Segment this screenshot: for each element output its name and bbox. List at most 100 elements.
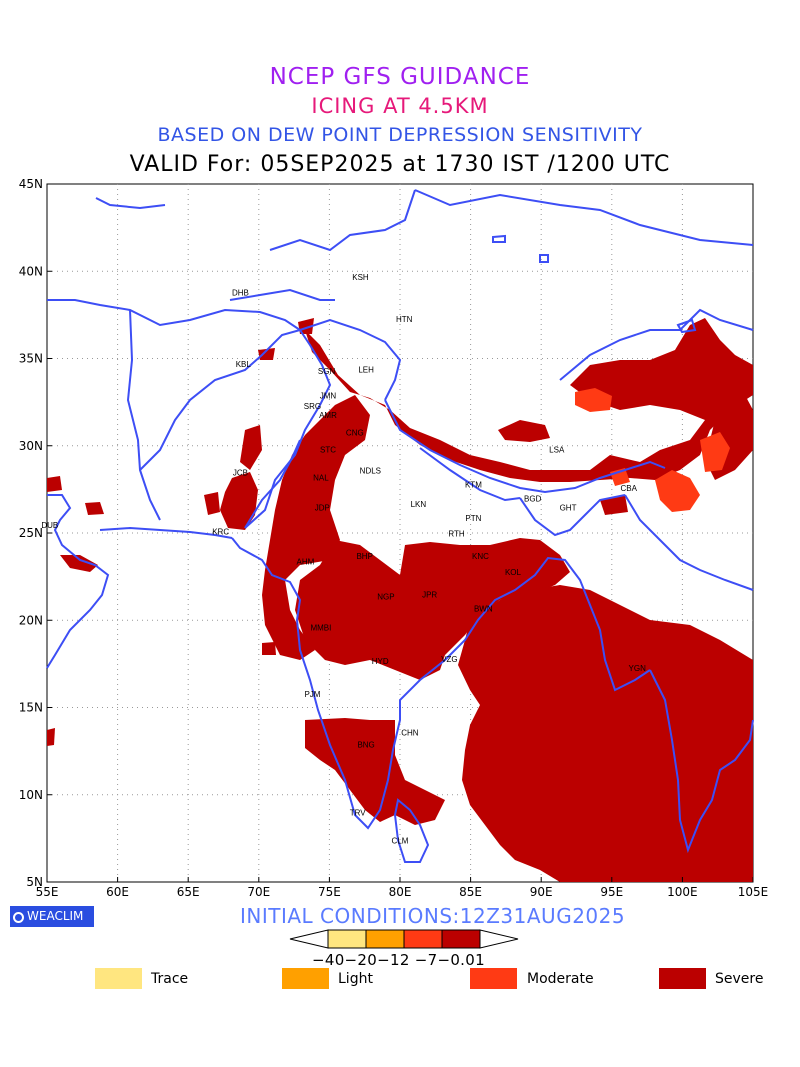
lon-tick-label: 55E xyxy=(36,885,59,899)
icing-area-severe xyxy=(85,502,104,515)
station-label: GHT xyxy=(560,503,577,512)
station-label: CLM xyxy=(392,837,409,846)
border-mongolia xyxy=(414,189,754,246)
border-turkmenistan xyxy=(47,299,301,331)
logo-text: WEACLIM xyxy=(27,909,84,923)
station-label: SRG xyxy=(304,402,321,411)
icing-area-severe xyxy=(295,538,570,680)
legend-swatch-severe xyxy=(659,968,706,989)
coastline-arabia xyxy=(46,494,110,669)
lon-tick-label: 75E xyxy=(318,885,341,899)
coastline-southeast-asia xyxy=(649,669,754,854)
icing-area-severe xyxy=(262,395,370,660)
lon-tick-label: 105E xyxy=(738,885,769,899)
station-label: KSH xyxy=(352,273,369,282)
weaclim-logo: WEACLIM xyxy=(10,906,94,927)
station-label: JDP xyxy=(315,503,330,512)
icing-area-severe xyxy=(600,495,628,515)
station-label: AMR xyxy=(319,411,337,420)
legend-swatch-light xyxy=(282,968,329,989)
station-label: SGN xyxy=(318,367,336,376)
border-afghanistan xyxy=(139,329,301,471)
lon-tick-label: 80E xyxy=(389,885,412,899)
lat-tick-label: 30N xyxy=(19,439,43,453)
icing-area-severe xyxy=(262,642,276,655)
station-label: DUB xyxy=(41,521,58,530)
station-label: DHB xyxy=(232,289,249,298)
title-model: NCEP GFS GUIDANCE xyxy=(269,64,531,90)
coastline-iran xyxy=(99,526,233,539)
border-nepal-south xyxy=(419,447,521,502)
station-label: AHM xyxy=(297,557,315,566)
station-label: HTN xyxy=(396,315,413,324)
colorbar-trace xyxy=(327,929,367,949)
icing-area-moderate xyxy=(655,470,700,512)
lon-tick-label: 70E xyxy=(247,885,270,899)
station-label: CNG xyxy=(346,428,364,437)
lake-outline xyxy=(539,254,549,263)
station-label: KRC xyxy=(212,528,229,537)
title-method: BASED ON DEW POINT DEPRESSION SENSITIVIT… xyxy=(157,124,643,146)
icing-area-severe xyxy=(498,420,550,442)
lat-tick-label: 40N xyxy=(19,264,43,278)
title-product: ICING AT 4.5KM xyxy=(311,94,489,118)
icing-area-moderate xyxy=(575,388,612,412)
station-label: PTN xyxy=(465,514,481,523)
border-india-china xyxy=(384,399,666,494)
title-valid-time: VALID For: 05SEP2025 at 1730 IST /1200 U… xyxy=(129,152,671,177)
lon-tick-label: 65E xyxy=(177,885,200,899)
icing-area-moderate xyxy=(700,432,730,472)
legend-label-trace: Trace xyxy=(151,971,189,987)
station-label: JPR xyxy=(422,591,437,600)
colorbar xyxy=(289,929,519,949)
lat-tick-label: 10N xyxy=(19,788,43,802)
border-bhutan-bangladesh xyxy=(519,494,626,537)
station-label: LEH xyxy=(358,365,374,374)
icing-area-severe xyxy=(258,348,275,360)
lake-outline xyxy=(492,234,506,243)
legend-swatch-trace xyxy=(95,968,142,989)
axis-labels: 5N 10N 15N 20N 25N 30N 35N 40N 45N 55E 60E 65E 70E 75… xyxy=(19,177,769,899)
border-central-asia xyxy=(269,189,416,252)
station-label: TRV xyxy=(350,809,367,818)
icing-area-severe xyxy=(47,476,62,492)
colorbar-tick-labels: −40−20−12 −7−0.01 xyxy=(312,951,485,969)
icing-area-severe xyxy=(47,728,55,746)
station-label: KTM xyxy=(465,481,482,490)
lon-tick-label: 85E xyxy=(459,885,482,899)
icing-area-severe xyxy=(240,425,262,470)
station-label: BWN xyxy=(474,605,493,614)
border-pakistan-india xyxy=(244,329,332,529)
coastline-india xyxy=(231,537,651,830)
lat-tick-label: 35N xyxy=(19,352,43,366)
station-label: MMBI xyxy=(310,624,331,633)
station-label: KNC xyxy=(472,552,489,561)
station-label: JCB xyxy=(233,468,248,477)
coastline-sri-lanka xyxy=(393,798,430,863)
station-label: STC xyxy=(320,446,336,455)
lake-outline xyxy=(676,318,697,334)
station-label: KOL xyxy=(505,568,522,577)
legend-label-moderate: Moderate xyxy=(527,971,594,987)
icing-area-severe xyxy=(305,718,445,825)
station-label: LSA xyxy=(549,446,565,455)
station-label: NDLS xyxy=(360,467,381,476)
lon-tick-label: 60E xyxy=(106,885,129,899)
icing-area-severe xyxy=(220,472,258,530)
station-label: CHN xyxy=(401,728,419,737)
logo-ring-icon xyxy=(13,912,24,923)
lat-tick-label: 20N xyxy=(19,613,43,627)
colorbar-moderate xyxy=(403,929,443,949)
colorbar-light xyxy=(365,929,405,949)
station-label: PJM xyxy=(304,690,320,699)
lat-tick-label: 15N xyxy=(19,701,43,715)
border-china-east xyxy=(559,308,754,381)
legend-label-severe: Severe xyxy=(715,971,764,987)
lat-tick-label: 5N xyxy=(26,875,43,889)
border-kyrgyz-tajik xyxy=(229,288,335,301)
colorbar-left-arrow xyxy=(289,929,329,949)
legend-label-light: Light xyxy=(338,971,373,987)
icing-area-severe xyxy=(204,492,220,515)
